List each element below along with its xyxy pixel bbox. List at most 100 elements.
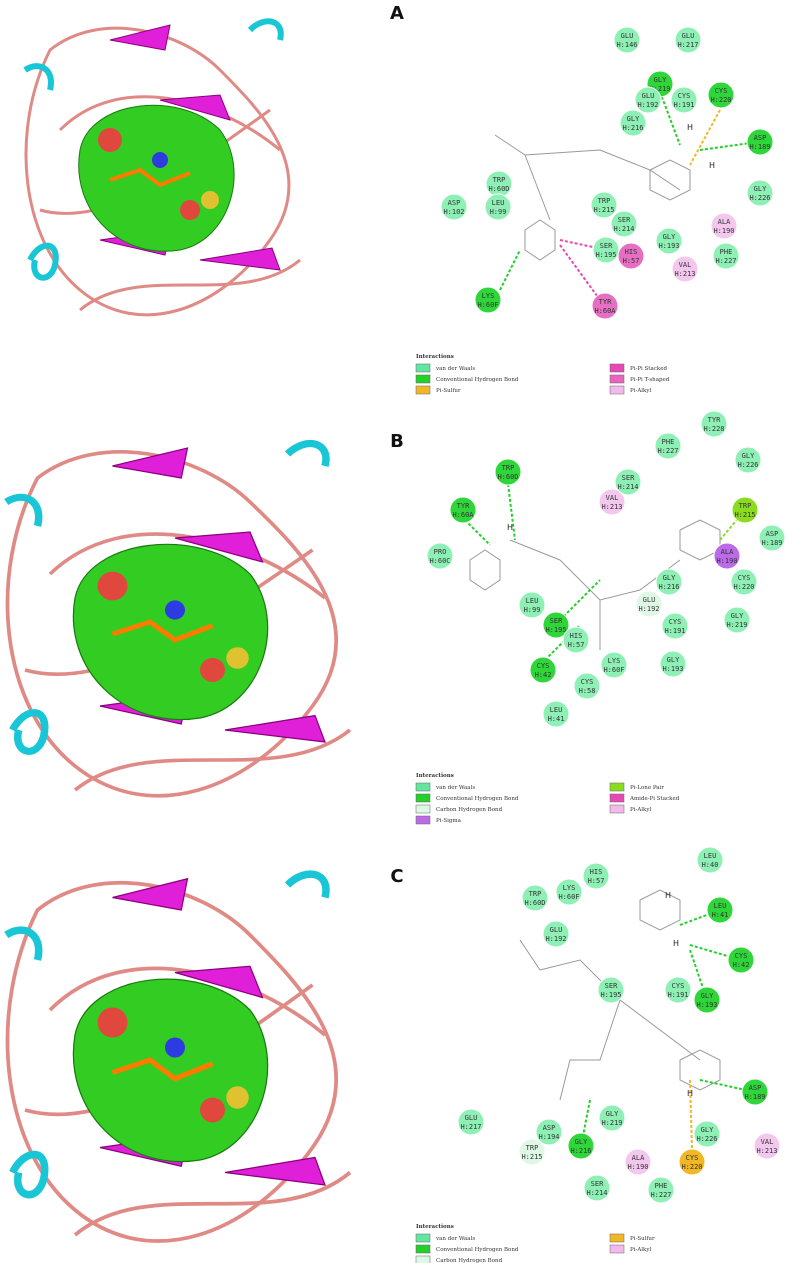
residue-name: ASP bbox=[749, 1084, 762, 1092]
residue-id: H:190 bbox=[716, 557, 737, 565]
residue-name: GLY bbox=[575, 1138, 588, 1146]
residue-name: LYS bbox=[608, 657, 621, 665]
residue-circle bbox=[659, 650, 687, 678]
residue-id: H:215 bbox=[521, 1153, 542, 1161]
residue-circle bbox=[674, 26, 702, 54]
residue-circle bbox=[600, 651, 628, 679]
legend-label: van der Waals bbox=[435, 1236, 475, 1242]
residue-name: TYR bbox=[457, 502, 470, 510]
residue-circle bbox=[723, 606, 751, 634]
residue-name: TRP bbox=[598, 197, 611, 205]
residue-name: VAL bbox=[761, 1138, 774, 1146]
residue-name: GLU bbox=[465, 1114, 478, 1122]
residue-id: H:215 bbox=[593, 206, 614, 214]
legend-swatch bbox=[415, 782, 431, 792]
residue-id: H:216 bbox=[570, 1147, 591, 1155]
residue-name: LEU bbox=[526, 597, 539, 605]
legend-label: Pi-Pi T-shaped bbox=[630, 377, 670, 383]
legend-label: van der Waals bbox=[435, 785, 475, 791]
residue-circle bbox=[654, 432, 682, 460]
residue-circle bbox=[647, 1176, 675, 1204]
residue-id: H:214 bbox=[617, 483, 638, 491]
residue-name: ASP bbox=[448, 199, 461, 207]
residue-id: H:193 bbox=[696, 1001, 717, 1009]
residue-circle bbox=[753, 1132, 781, 1160]
residue-name: LYS bbox=[563, 884, 576, 892]
residue-id: H:226 bbox=[749, 194, 770, 202]
residue-name: ALA bbox=[721, 548, 734, 556]
residue-name: SER bbox=[600, 242, 613, 250]
residue-circle bbox=[598, 1104, 626, 1132]
residue-name: TRP bbox=[502, 464, 515, 472]
legend-label: Pi-Sigma bbox=[436, 818, 462, 824]
legend-title: Interactions bbox=[416, 354, 454, 360]
legend-label: Pi-Lone Pair bbox=[630, 785, 664, 791]
residue-circle bbox=[542, 700, 570, 728]
residue-circle bbox=[713, 542, 741, 570]
residue-name: CYS bbox=[686, 1154, 699, 1162]
legend-label: Conventional Hydrogen Bond bbox=[436, 796, 519, 802]
residue-id: H:227 bbox=[650, 1191, 671, 1199]
residue-name: ALA bbox=[632, 1154, 645, 1162]
residue-name: GLY bbox=[667, 656, 680, 664]
residue-id: H:60D bbox=[497, 473, 518, 481]
residue-circle bbox=[661, 612, 689, 640]
residue-name: LEU bbox=[550, 706, 563, 714]
residue-id: H:60A bbox=[452, 511, 474, 519]
residue-name: GLY bbox=[742, 452, 755, 460]
legend-swatch bbox=[415, 363, 431, 373]
residue-circle bbox=[671, 255, 699, 283]
residue-name: ASP bbox=[754, 134, 767, 142]
residue-circle bbox=[693, 986, 721, 1014]
residue-id: H:40 bbox=[702, 861, 719, 869]
residue-name: TYR bbox=[599, 298, 612, 306]
residue-name: GLY bbox=[654, 76, 667, 84]
atom-label: H bbox=[709, 161, 715, 170]
legend-label: Pi-Sulfur bbox=[630, 1236, 655, 1242]
residue-name: TRP bbox=[739, 502, 752, 510]
residue-id: H:194 bbox=[538, 1133, 559, 1141]
residue-name: SER bbox=[605, 982, 618, 990]
residue-id: H:220 bbox=[733, 583, 754, 591]
residue-id: H:191 bbox=[667, 991, 688, 999]
residue-name: PRO bbox=[434, 548, 447, 556]
residue-id: H:189 bbox=[744, 1093, 765, 1101]
residue-circle bbox=[712, 242, 740, 270]
residue-name: VAL bbox=[679, 261, 692, 269]
skeletons bbox=[469, 134, 721, 1101]
legend-label: Pi-Alkyl bbox=[630, 1247, 651, 1253]
residue-id: H:213 bbox=[756, 1147, 777, 1155]
legend-swatch bbox=[415, 804, 431, 814]
residue-id: H:99 bbox=[490, 208, 507, 216]
residue-circle bbox=[426, 542, 454, 570]
residue-id: H:195 bbox=[545, 626, 566, 634]
residue-circle bbox=[746, 179, 774, 207]
interaction-lines bbox=[464, 91, 759, 1151]
legend-swatch bbox=[609, 793, 625, 803]
residue-id: H:227 bbox=[657, 447, 678, 455]
residue-circle bbox=[582, 862, 610, 890]
